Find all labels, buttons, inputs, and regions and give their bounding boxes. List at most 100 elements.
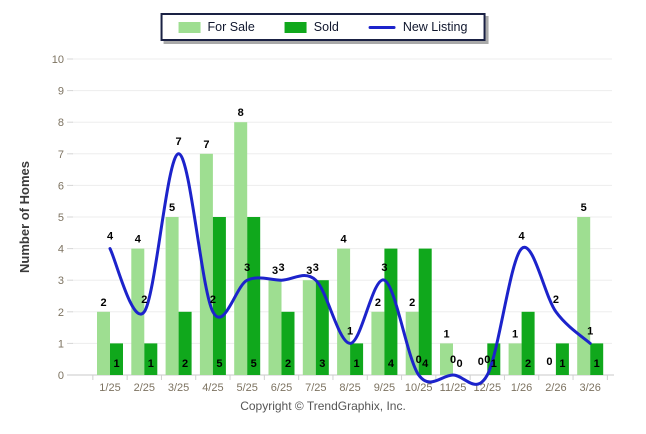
bar-for-sale [405,311,419,375]
bar-sold [144,343,158,375]
sold-value-label: 1 [354,358,360,370]
bar-for-sale [234,122,248,375]
for-sale-value-label: 1 [443,328,449,340]
for-sale-value-label: 0 [478,356,484,368]
x-tick-label: 2/25 [134,382,155,394]
legend-color-swatch [284,21,307,33]
sold-value-label: 4 [422,358,429,370]
x-tick-label: 9/25 [374,382,395,394]
bar-for-sale [199,153,213,375]
new-listing-value-label: 1 [587,325,593,337]
legend-item-for-sale: For Sale [178,20,255,34]
bar-sold [110,343,123,375]
bar-for-sale [268,280,282,375]
new-listing-value-label: 3 [313,262,319,274]
y-tick-label: 9 [58,86,64,98]
new-listing-value-label: 3 [278,262,284,274]
for-sale-value-label: 2 [409,297,415,309]
x-tick-label: 4/25 [202,382,223,394]
x-tick-label: 3/26 [579,382,600,394]
y-tick-label: 8 [58,117,64,129]
for-sale-value-label: 4 [341,234,348,246]
legend-item-new-listing: New Listing [368,20,468,34]
new-listing-line [108,152,592,386]
for-sale-value-label: 4 [135,234,142,246]
new-listing-value-label: 4 [519,231,526,243]
bar-sold [384,248,398,375]
sold-value-label: 5 [216,358,222,370]
sold-value-label: 1 [113,358,119,370]
new-listing-value-label: 1 [347,325,353,337]
for-sale-value-label: 2 [375,297,381,309]
x-tick-label: 11/25 [440,382,467,394]
bar-sold [350,343,364,375]
x-tick-label: 3/25 [168,382,189,394]
new-listing-value-label: 4 [107,231,114,243]
bar-sold [212,217,226,375]
new-listing-value-label: 0 [450,354,456,366]
sold-value-label: 5 [251,358,257,370]
bar-for-sale [371,311,385,375]
new-listing-value-label: 3 [381,262,387,274]
legend-line-icon [368,25,396,29]
for-sale-value-label: 1 [512,328,518,340]
sold-value-label: 1 [594,358,600,370]
bar-sold [418,248,432,375]
bar-for-sale [165,217,179,375]
legend-label: Sold [313,20,339,34]
sold-value-label: 2 [182,358,188,370]
sold-value-label: 2 [285,358,291,370]
sold-value-label: 0 [456,358,462,370]
bar-for-sale [577,217,591,375]
sold-value-label: 4 [388,358,395,370]
x-tick-label: 1/26 [511,382,532,394]
x-tick-label: 1/25 [99,382,120,394]
sold-value-label: 2 [525,358,531,370]
for-sale-value-label: 3 [306,265,312,277]
y-tick-label: 4 [58,244,64,256]
x-tick-label: 5/25 [236,382,257,394]
for-sale-value-label: 0 [546,356,552,368]
sold-value-label: 1 [148,358,154,370]
bar-sold [281,311,295,375]
new-listing-value-label: 0 [484,354,490,366]
bar-sold [590,343,604,375]
for-sale-value-label: 5 [581,202,587,214]
y-tick-label: 7 [58,149,64,161]
legend-label: New Listing [402,20,468,34]
for-sale-value-label: 3 [272,265,278,277]
y-tick-label: 0 [58,370,64,382]
legend-color-swatch [178,21,201,33]
x-tick-label: 8/25 [339,382,360,394]
copyright-text: Copyright © TrendGraphix, Inc. [240,399,406,413]
bar-sold [247,217,261,375]
new-listing-value-label: 0 [416,354,422,366]
for-sale-value-label: 8 [238,107,244,119]
bar-sold [178,311,192,375]
bar-for-sale [97,311,110,375]
new-listing-value-label: 7 [176,136,182,148]
sold-value-label: 1 [559,358,565,370]
for-sale-value-label: 7 [203,139,209,151]
x-tick-label: 2/26 [545,382,566,394]
new-listing-value-label: 2 [553,294,559,306]
y-axis-title: Number of Homes [17,161,32,273]
bar-sold [555,343,569,375]
sold-value-label: 1 [491,358,497,370]
y-tick-label: 5 [58,212,64,224]
sold-value-label: 3 [319,358,325,370]
for-sale-value-label: 2 [100,297,106,309]
for-sale-value-label: 5 [169,202,175,214]
bar-for-sale [302,280,316,375]
y-tick-label: 6 [58,180,64,192]
y-tick-label: 10 [52,54,64,66]
x-tick-label: 10/25 [405,382,433,394]
bar-for-sale [440,343,453,375]
y-tick-label: 3 [58,275,64,287]
legend-label: For Sale [207,20,255,34]
legend: For Sale Sold New Listing [160,13,486,41]
x-tick-label: 12/25 [474,382,502,394]
bar-sold [521,311,535,375]
